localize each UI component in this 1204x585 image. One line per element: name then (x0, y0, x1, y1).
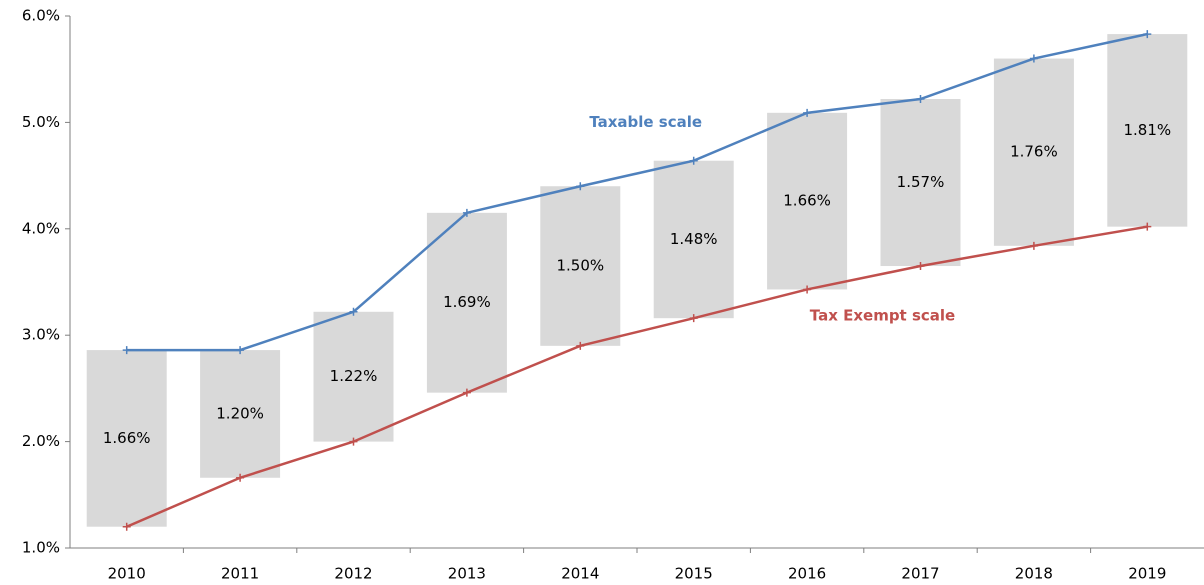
x-tick-label: 2015 (675, 565, 713, 583)
series-label: Tax Exempt scale (810, 307, 955, 325)
y-tick-label: 4.0% (22, 219, 60, 237)
x-tick-label: 2011 (221, 565, 259, 583)
point-marker (349, 437, 358, 446)
x-tick-label: 2019 (1128, 565, 1166, 583)
bar-value-label: 1.81% (1123, 121, 1171, 139)
point-marker (689, 156, 698, 165)
spread-bar (880, 98, 961, 267)
bar-value-label: 1.48% (670, 230, 718, 248)
x-tick-label: 2010 (108, 565, 146, 583)
point-marker (576, 341, 585, 350)
y-tick-label: 1.0% (22, 539, 60, 557)
point-marker (122, 522, 131, 531)
spread-bar (426, 212, 507, 393)
point-marker (803, 108, 812, 117)
bar-value-label: 1.20% (216, 404, 264, 422)
bar-value-label: 1.22% (330, 367, 378, 385)
bar-value-label: 1.66% (783, 192, 831, 210)
y-tick-label: 3.0% (22, 326, 60, 344)
spread-bar (86, 350, 167, 527)
series-label: Taxable scale (589, 113, 702, 131)
point-marker (576, 182, 585, 191)
x-tick-label: 2014 (561, 565, 599, 583)
point-marker (462, 208, 471, 217)
spread-bar (200, 350, 281, 478)
point-marker (1029, 54, 1038, 63)
series-line (126, 32, 1148, 352)
bar-value-label: 1.66% (103, 429, 151, 447)
point-marker (916, 262, 925, 271)
spread-bar (1107, 34, 1188, 227)
y-tick-label: 6.0% (22, 7, 60, 25)
y-tick-label: 5.0% (22, 113, 60, 131)
point-marker (236, 346, 245, 355)
point-marker (236, 473, 245, 482)
spread-bar (313, 311, 394, 442)
point-marker (462, 388, 471, 397)
bar-value-label: 1.69% (443, 293, 491, 311)
series-line (126, 225, 1148, 528)
spread-bar (993, 58, 1074, 246)
point-marker (803, 285, 812, 294)
point-marker (122, 346, 131, 355)
point-marker (916, 94, 925, 103)
x-tick-label: 2018 (1015, 565, 1053, 583)
point-marker (689, 314, 698, 323)
x-tick-label: 2016 (788, 565, 826, 583)
x-tick-label: 2017 (901, 565, 939, 583)
point-marker (1029, 241, 1038, 250)
y-tick-label: 2.0% (22, 432, 60, 450)
bar-value-label: 1.57% (897, 173, 945, 191)
x-tick-label: 2013 (448, 565, 486, 583)
spread-bar (540, 186, 621, 346)
point-marker (1143, 222, 1152, 231)
bar-value-label: 1.76% (1010, 143, 1058, 161)
point-marker (1143, 30, 1152, 39)
spread-bar (653, 160, 734, 319)
x-tick-label: 2012 (334, 565, 372, 583)
bar-value-label: 1.50% (556, 257, 604, 275)
spread-bar (767, 112, 848, 290)
point-marker (349, 307, 358, 316)
